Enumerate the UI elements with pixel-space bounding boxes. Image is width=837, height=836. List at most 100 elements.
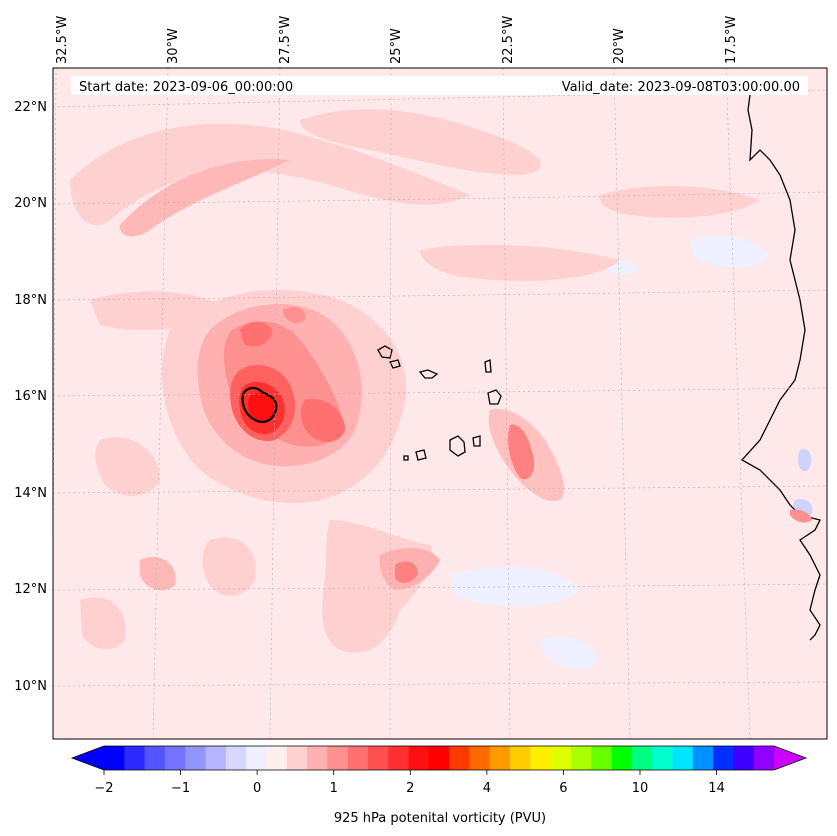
map-frame xyxy=(52,67,828,740)
colorbar-cell xyxy=(652,746,673,770)
colorbar-cell xyxy=(570,746,592,770)
pv-band xyxy=(70,123,470,226)
pv-band-south xyxy=(395,561,418,583)
pv-band xyxy=(119,159,290,237)
colorbar-cell xyxy=(327,746,349,770)
colorbar-tick-label: 10 xyxy=(632,781,649,796)
start-date-label: Start date: 2023-09-06_00:00:00 xyxy=(79,80,293,95)
valid-date-label: Valid_date: 2023-09-08T03:00:00.00 xyxy=(562,80,800,95)
cape-verde-islands xyxy=(377,345,502,461)
colorbar-ticks: −2 −1 0 1 2 4 6 10 14 xyxy=(94,770,725,796)
lat-label: 16°N xyxy=(14,389,47,404)
map-panel: Start date: 2023-09-06_00:00:00 Valid_da… xyxy=(14,16,828,740)
lon-label: 22.5°W xyxy=(501,16,516,64)
lon-label: 20°W xyxy=(612,28,627,64)
pv-band xyxy=(420,244,620,281)
colorbar-cell xyxy=(144,746,166,770)
colorbar: −2 −1 0 1 2 4 6 10 14 925 hPa potenital vorticit… xyxy=(70,745,808,826)
colorbar-tick-label: −1 xyxy=(171,781,190,796)
pv-storm-arm xyxy=(300,399,345,442)
colorbar-cell xyxy=(428,746,450,770)
colorbar-cell xyxy=(266,746,288,770)
lat-label: 12°N xyxy=(14,582,47,597)
colorbar-tick-label: 0 xyxy=(253,781,261,796)
colorbar-cell xyxy=(388,746,410,770)
pv-patch xyxy=(540,636,596,670)
island-santiago xyxy=(449,435,466,457)
colorbar-tick-label: 14 xyxy=(708,781,725,796)
colorbar-tick-label: 2 xyxy=(406,781,414,796)
longitude-labels: 32.5°W 30°W 27.5°W 25°W 22.5°W 20°W 17.5… xyxy=(55,16,739,64)
gridlines xyxy=(53,68,827,739)
lon-label: 25°W xyxy=(389,28,404,64)
colorbar-cell xyxy=(550,746,572,770)
colorbar-cell xyxy=(510,746,531,770)
colorbar-cell xyxy=(347,746,369,770)
colorbar-cell xyxy=(733,746,755,770)
colorbar-cell xyxy=(611,746,633,770)
colorbar-over-triangle xyxy=(774,746,806,770)
colorbar-cell xyxy=(672,746,694,770)
pv-patch xyxy=(202,537,256,596)
colorbar-cell xyxy=(124,746,146,770)
colorbar-cell xyxy=(205,746,227,770)
storm-contour xyxy=(241,386,278,424)
pv-storm-arm xyxy=(240,321,272,347)
colorbar-cell xyxy=(469,746,491,770)
pv-patch xyxy=(450,566,580,607)
lon-label: 27.5°W xyxy=(278,16,293,64)
colorbar-cells xyxy=(104,746,775,770)
colorbar-cell xyxy=(286,746,308,770)
colorbar-cell xyxy=(164,746,186,770)
pv-storm-core xyxy=(248,392,276,422)
colorbar-under-triangle xyxy=(72,746,104,770)
lat-label: 22°N xyxy=(14,100,47,115)
lat-label: 14°N xyxy=(14,486,47,501)
pv-band xyxy=(599,185,760,218)
pv-band-east xyxy=(508,424,535,480)
island-sal xyxy=(484,359,492,373)
island-santo-antao xyxy=(377,345,393,359)
island-boa-vista xyxy=(487,389,502,405)
lon-label: 30°W xyxy=(166,28,181,64)
header-box xyxy=(71,76,808,95)
colorbar-tick-label: 1 xyxy=(330,781,338,796)
colorbar-cell xyxy=(307,746,328,770)
island-brava xyxy=(403,455,409,461)
africa-coastline xyxy=(740,79,821,641)
colorbar-tick-label: −2 xyxy=(94,781,113,796)
lon-label: 32.5°W xyxy=(55,16,70,64)
pv-storm-arm xyxy=(283,306,306,324)
island-sao-vicente xyxy=(389,359,401,369)
lat-label: 20°N xyxy=(14,196,47,211)
colorbar-cell xyxy=(408,746,430,770)
colorbar-title: 925 hPa potenital vorticity (PVU) xyxy=(334,811,546,826)
pv-patch xyxy=(690,235,770,267)
lon-label: 17.5°W xyxy=(724,16,739,64)
colorbar-cell xyxy=(367,746,389,770)
lat-label: 18°N xyxy=(14,293,47,308)
coast-pv-patch xyxy=(790,509,812,523)
colorbar-cell xyxy=(631,746,653,770)
colorbar-cell xyxy=(530,746,552,770)
pv-patch xyxy=(797,449,812,472)
pv-patch xyxy=(140,556,176,591)
pv-contours xyxy=(53,68,827,739)
colorbar-cell xyxy=(591,746,613,770)
lat-label: 10°N xyxy=(14,679,47,694)
colorbar-cell xyxy=(449,746,470,770)
colorbar-tick-label: 6 xyxy=(559,781,567,796)
pv-band xyxy=(300,109,541,175)
island-sao-nicolau xyxy=(418,369,439,379)
colorbar-cell xyxy=(753,746,775,770)
colorbar-cell xyxy=(104,746,125,770)
colorbar-cell xyxy=(185,746,207,770)
colorbar-cell xyxy=(713,746,734,770)
latitude-labels: 22°N 20°N 18°N 16°N 14°N 12°N 10°N xyxy=(14,100,47,694)
pv-patch xyxy=(95,437,160,496)
island-maio xyxy=(472,435,481,447)
colorbar-tick-label: 4 xyxy=(483,781,491,796)
pv-patch xyxy=(80,597,126,650)
colorbar-cell xyxy=(246,746,267,770)
